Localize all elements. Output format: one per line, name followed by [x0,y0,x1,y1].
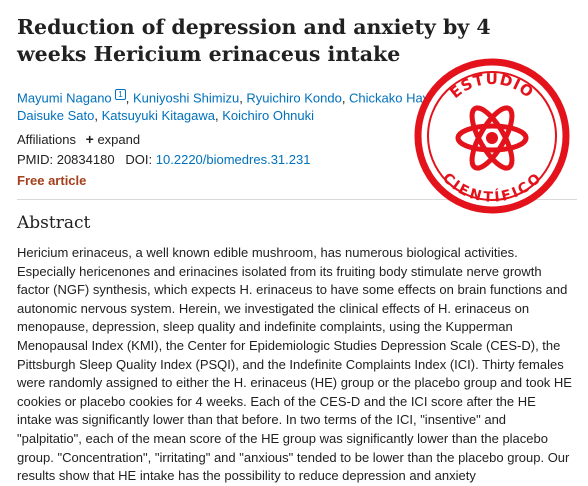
atom-icon [455,105,529,171]
author-link[interactable]: Kuniyoshi Shimizu [132,90,240,106]
author-link[interactable]: Mayumi Nagano [17,90,112,106]
author-link[interactable]: Katsuyuki Kitagawa [101,108,216,124]
article-title: Reduction of depression and anxiety by 4… [17,15,491,66]
affiliations-label: Affiliations [17,132,77,147]
doi-link[interactable]: 10.2220/biomedres.31.231 [155,152,311,167]
affiliation-badge[interactable]: 1 [115,89,126,100]
identifiers: PMID: 20834180 DOI: 10.2220/biomedres.31… [17,152,310,168]
expand-label[interactable]: expand [97,132,141,147]
estudio-cientifico-stamp: ESTUDIO CIENTÍFICO [414,58,570,214]
affiliations-toggle[interactable]: Affiliations + expand [17,131,140,148]
abstract-text: Hericium erinaceus, a well known edible … [17,245,572,484]
plus-icon: + [85,131,94,147]
doi-label: DOI: [125,152,153,167]
pmid: PMID: 20834180 [17,152,115,167]
divider [17,199,577,200]
author-link[interactable]: Koichiro Ohnuki [222,108,315,124]
author-link[interactable]: Ryuichiro Kondo [246,90,342,106]
abstract-heading: Abstract [17,213,91,233]
author-link[interactable]: Daisuke Sato [17,108,95,124]
free-article-badge[interactable]: Free article [17,173,87,188]
